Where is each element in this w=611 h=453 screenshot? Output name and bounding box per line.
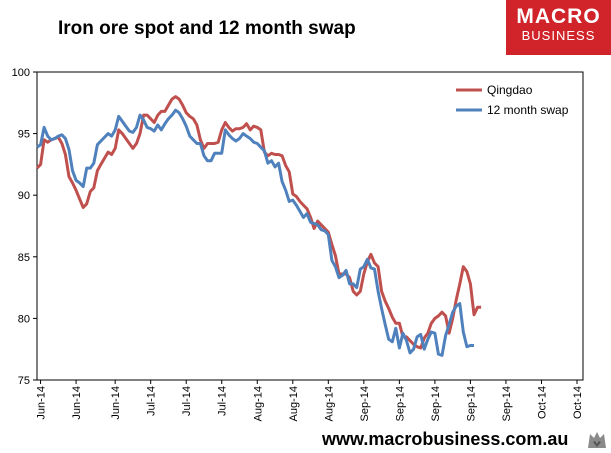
x-tick-label-2: Jun-14 bbox=[110, 386, 122, 420]
x-tick-label-4: Jul-14 bbox=[181, 386, 193, 416]
macrobusiness-logo: MACRO BUSINESS bbox=[506, 0, 611, 55]
x-tick-label-3: Jul-14 bbox=[146, 386, 158, 416]
logo-line-2: BUSINESS bbox=[521, 28, 596, 43]
legend-label-12-month-swap: 12 month swap bbox=[487, 103, 569, 117]
wolf-logo-icon bbox=[586, 428, 608, 450]
x-tick-label-12: Sep-14 bbox=[465, 386, 477, 421]
x-tick-label-10: Sep-14 bbox=[394, 386, 406, 421]
y-tick-label-75: 75 bbox=[18, 375, 30, 387]
y-tick-label-90: 90 bbox=[18, 190, 30, 202]
x-tick-label-14: Oct-14 bbox=[536, 386, 548, 419]
x-tick-label-15: Oct-14 bbox=[572, 386, 584, 419]
footer-url: www.macrobusiness.com.au bbox=[322, 429, 569, 449]
y-tick-label-100: 100 bbox=[12, 67, 30, 79]
chart-title: Iron ore spot and 12 month swap bbox=[58, 18, 356, 39]
series-line-qingdao bbox=[35, 95, 482, 350]
series-line-12-month-swap bbox=[36, 108, 474, 357]
y-tick-label-80: 80 bbox=[18, 313, 30, 325]
x-tick-label-8: Aug-14 bbox=[323, 386, 335, 421]
x-tick-label-7: Aug-14 bbox=[288, 386, 300, 421]
x-tick-label-13: Sep-14 bbox=[501, 386, 513, 421]
x-tick-label-11: Sep-14 bbox=[430, 386, 442, 421]
legend-label-qingdao: Qingdao bbox=[487, 83, 533, 97]
x-tick-label-1: Jun-14 bbox=[71, 386, 83, 420]
y-tick-label-85: 85 bbox=[18, 252, 30, 264]
x-tick-label-9: Sep-14 bbox=[359, 386, 371, 421]
x-tick-label-6: Aug-14 bbox=[252, 386, 264, 421]
y-tick-label-95: 95 bbox=[18, 129, 30, 141]
logo-line-1: MACRO bbox=[516, 5, 601, 28]
plot-frame bbox=[36, 71, 584, 381]
x-tick-label-0: Jun-14 bbox=[36, 386, 48, 420]
x-tick-label-5: Jul-14 bbox=[217, 386, 229, 416]
